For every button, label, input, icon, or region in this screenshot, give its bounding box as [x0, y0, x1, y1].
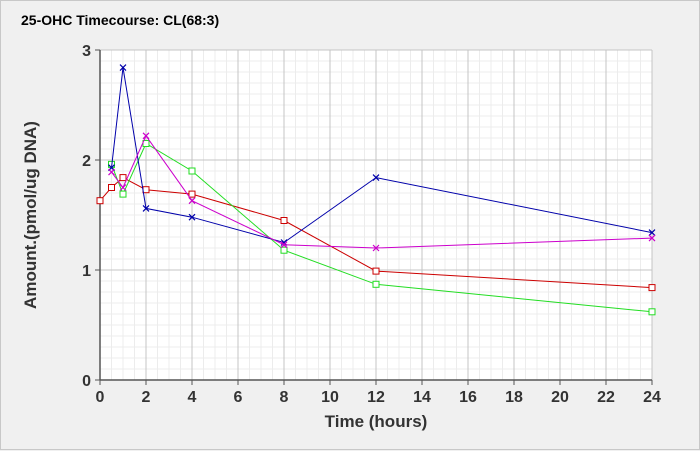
- x-axis-label: Time (hours): [325, 412, 428, 431]
- data-point: [142, 132, 150, 140]
- series-4: [108, 132, 656, 252]
- x-tick-label: 20: [551, 389, 569, 406]
- series-1: [96, 174, 656, 292]
- x-tick-label: 24: [643, 389, 661, 406]
- y-axis-label: Amount.(pmol/ug DNA): [21, 121, 40, 309]
- x-tick-label: 22: [597, 389, 615, 406]
- x-tick-label: 12: [367, 389, 385, 406]
- axes: [95, 49, 653, 385]
- data-point: [142, 204, 150, 212]
- data-point: [280, 217, 288, 224]
- y-tick-label: 1: [82, 263, 91, 280]
- data-point: [108, 184, 115, 191]
- data-point: [188, 190, 196, 198]
- x-tick-label: 8: [280, 389, 289, 406]
- data-point: [648, 229, 656, 237]
- x-tick-label: 14: [413, 389, 431, 406]
- data-point: [188, 197, 196, 205]
- x-tick-label: 18: [505, 389, 523, 406]
- data-point: [372, 267, 380, 275]
- x-tick-label: 0: [96, 389, 105, 406]
- data-point: [108, 168, 115, 176]
- data-point: [372, 280, 380, 288]
- x-tick-label: 6: [234, 389, 243, 406]
- data-point: [96, 197, 104, 205]
- y-tick-label: 0: [82, 373, 91, 390]
- chart-title: 25-OHC Timecourse: CL(68:3): [21, 12, 219, 28]
- series-group: [96, 64, 656, 316]
- y-tick-label: 2: [82, 153, 91, 170]
- data-point: [280, 241, 288, 249]
- data-point: [142, 186, 150, 194]
- data-point: [280, 246, 288, 254]
- x-tick-label: 10: [321, 389, 339, 406]
- x-tick-label: 16: [459, 389, 477, 406]
- data-point: [119, 64, 127, 72]
- data-point: [119, 184, 127, 191]
- data-point: [648, 308, 656, 316]
- data-point: [119, 174, 127, 182]
- data-point: [119, 190, 127, 198]
- data-point: [372, 244, 380, 252]
- data-point: [188, 213, 196, 221]
- x-tick-label: 2: [142, 389, 151, 406]
- data-point: [648, 284, 656, 292]
- data-point: [188, 167, 196, 175]
- x-tick-labels: 0 2 4 6 8 10 12 14 16 18 20 22 24: [96, 389, 661, 406]
- x-tick-label: 4: [188, 389, 197, 406]
- y-tick-labels: 0 1 2 3: [82, 43, 91, 390]
- data-point: [648, 234, 656, 242]
- data-point: [372, 174, 380, 182]
- y-tick-label: 3: [82, 43, 91, 60]
